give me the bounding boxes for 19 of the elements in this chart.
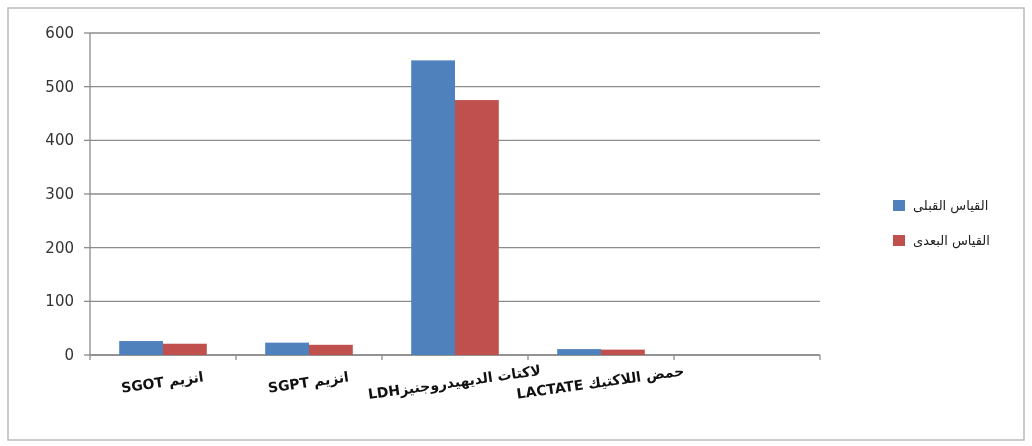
bar [601,349,645,355]
y-tick-label: 200 [45,238,74,257]
bar [163,343,207,355]
bar [119,341,163,355]
y-tick-label: 600 [45,24,74,42]
y-tick-label: 400 [45,131,74,150]
legend-label: القياس البعدى [913,233,990,249]
y-tick-label: 0 [64,346,74,364]
bar [265,342,309,355]
legend-label: القياس القبلى [913,198,989,214]
y-tick-label: 500 [45,77,74,96]
bar [411,60,455,355]
y-tick-label: 300 [45,185,74,203]
bar [309,344,353,355]
x-tick-label: انزيم SGPT [266,368,350,397]
x-tick-label: انزيم SGOT [120,368,205,397]
bar [557,349,601,355]
bar [455,100,499,355]
y-tick-label: 100 [45,292,74,311]
